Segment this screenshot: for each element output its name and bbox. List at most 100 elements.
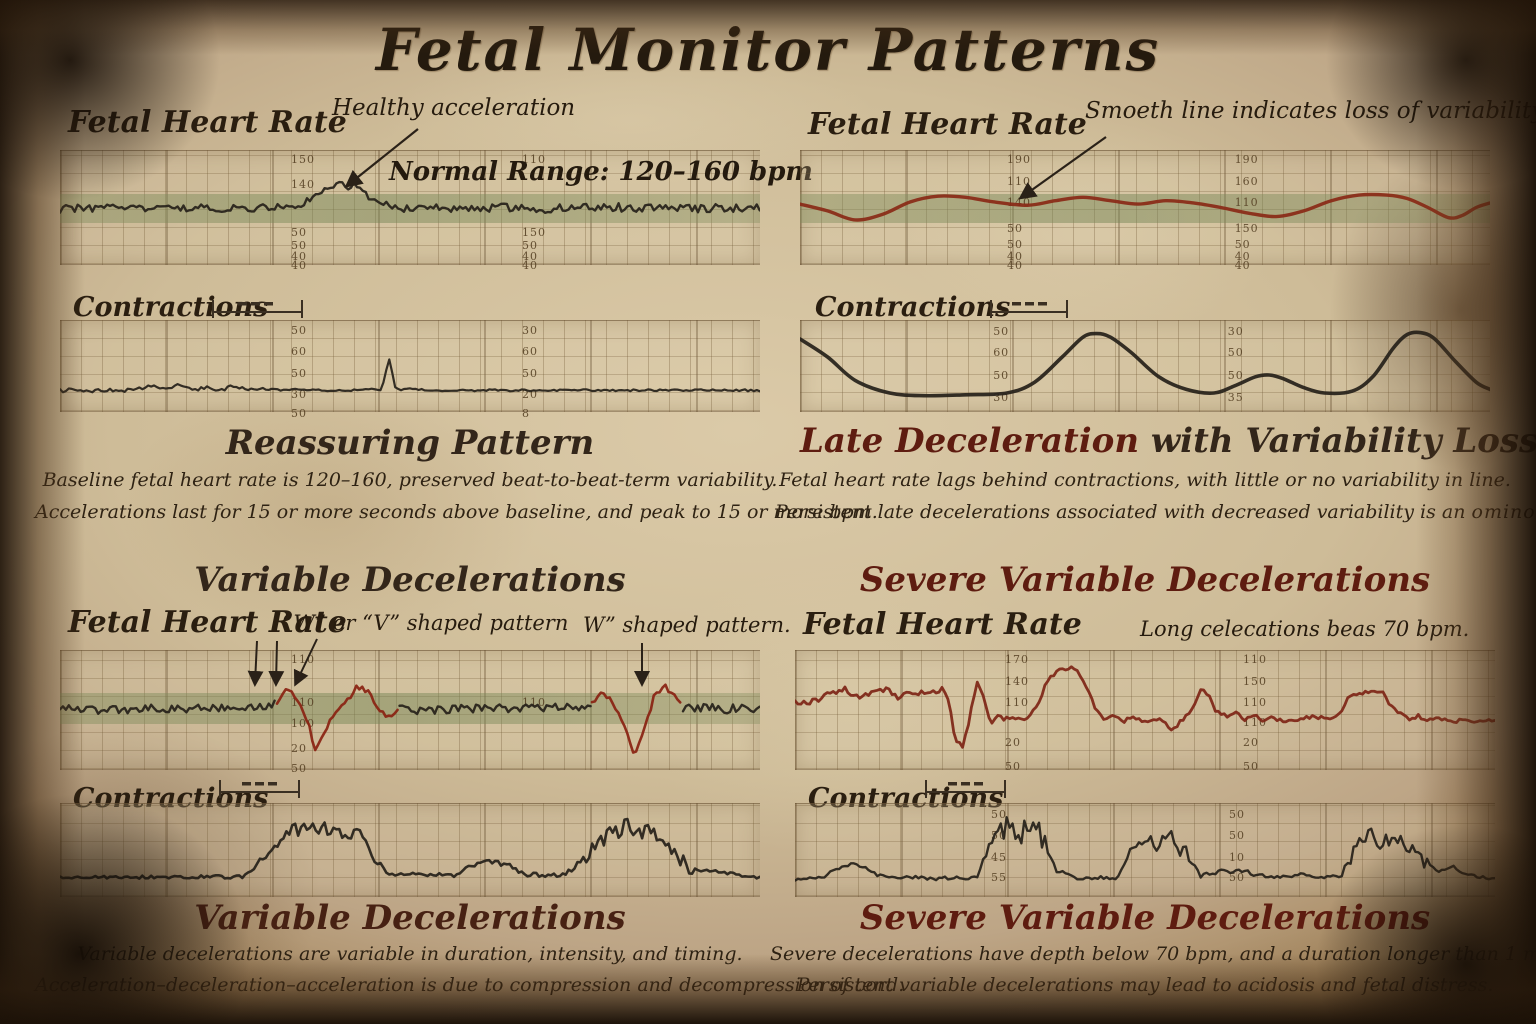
axis-tick-label: 40: [522, 259, 538, 273]
axis-tick-label: 50: [1243, 759, 1259, 773]
description-emphasis: ominous pattern.: [1471, 501, 1536, 523]
description-line: Accelerations last for 15 or more second…: [35, 501, 878, 523]
contractions-chart-late-decel: 50 60 50 30 30 50 50 35: [800, 320, 1490, 412]
fhr-chart-late-decel: 190 110 140 50 50 40 40 190 160 110 150 50 40 40: [800, 150, 1490, 272]
axis-tick-label: 50: [291, 366, 307, 380]
fhr-label: Fetal Heart Rate: [808, 107, 1087, 142]
description-line: Persistent variable decelerations may le…: [770, 974, 1520, 996]
axis-tick-label: 40: [1234, 259, 1251, 273]
axis-tick-label: 50: [1007, 238, 1023, 251]
quadrant-reassuring: Fetal Heart Rate Healthy acceleration No…: [35, 95, 878, 540]
fhr-label: Fetal Heart Rate: [803, 607, 1082, 642]
description-text: Persistent variable decelerations may le…: [796, 974, 1494, 996]
axis-tick-label: 190: [1234, 153, 1259, 167]
section-heading: Severe Variable Decelerations: [859, 560, 1431, 600]
axis-tick-label: 45: [991, 850, 1007, 864]
axis-tick-label: 40: [1234, 250, 1251, 264]
axis-tick-label: 100: [291, 717, 315, 731]
fhr-chart-variable-decel: 110 110 100 20 50 110: [60, 650, 760, 775]
axis-tick-label: 60: [993, 346, 1010, 360]
axis-tick-label: 50: [291, 761, 307, 775]
axis-tick-label: 170: [1005, 653, 1029, 667]
normal-range-note: Normal Range: 120–160 bpm: [389, 156, 813, 187]
axis-tick-label: 50: [291, 323, 307, 337]
contractions-label: Contractions: [815, 292, 1011, 323]
contractions-label: Contractions: [73, 292, 269, 323]
axis-tick-label: 150: [522, 225, 546, 239]
axis-tick-label: 60: [522, 345, 538, 359]
axis-tick-label: 55: [991, 871, 1007, 885]
axis-tick-label: 50: [1227, 346, 1244, 360]
axis-tick-label: 50: [291, 239, 307, 253]
scale-bar-icon: [219, 780, 300, 798]
axis-tick-label: 20: [291, 741, 307, 755]
axis-tick-label: 50: [1007, 222, 1023, 236]
axis-tick-label: 30: [522, 323, 538, 337]
heading-text: Severe Variable Decelerations: [859, 898, 1431, 938]
annotation-arrows: [247, 638, 318, 687]
description-text: Accelerations last for 15 or more second…: [35, 501, 878, 523]
axis-tick-label: 10: [1229, 850, 1245, 864]
description-text: Persistent late decelerations associated…: [775, 501, 1472, 523]
axis-tick-label: 20: [1005, 735, 1021, 749]
annotation-smooth-line: Smoeth line indicates loss of variabilit…: [1085, 98, 1536, 124]
axis-tick-label: 110: [522, 153, 546, 167]
heading-text: Reassuring Pattern: [225, 423, 595, 463]
fhr-label: Fetal Heart Rate: [68, 605, 347, 640]
axis-tick-label: 110: [1243, 653, 1267, 667]
axis-tick-label: 150: [291, 153, 315, 167]
axis-tick-label: 140: [1005, 674, 1029, 688]
axis-tick-label: 20: [1243, 735, 1259, 749]
description-line: Severe decelerations have depth below 70…: [770, 943, 1536, 965]
annotation-arrow: [1018, 136, 1107, 200]
contractions-label: Contractions: [808, 783, 1004, 814]
contractions-chart-variable-decel: [60, 803, 760, 897]
axis-tick-label: 50: [993, 368, 1010, 382]
axis-tick-label: 150: [1243, 674, 1267, 688]
description-line: Fetal heart rate lags behind contraction…: [779, 469, 1511, 491]
axis-tick-label: 50: [1005, 759, 1021, 773]
axis-tick-label: 110: [1234, 196, 1259, 210]
description-line: Variable decelerations are variable in d…: [77, 943, 743, 965]
axis-tick-label: 40: [291, 259, 307, 273]
fhr-chart-severe-variable: 170 140 110 20 50 110 150 110 110 20 50: [795, 650, 1495, 773]
axis-tick-label: 50: [522, 239, 538, 253]
axis-tick-label: 40: [1007, 259, 1023, 273]
annotation-arrow: [344, 128, 419, 188]
axis-tick-label: 50: [1229, 871, 1245, 885]
axis-tick-label: 30: [1227, 324, 1244, 338]
description-line: Acceleration–deceleration–acceleration i…: [35, 974, 904, 996]
axis-tick-label: 50: [1229, 807, 1245, 821]
axis-tick-label: 50: [993, 324, 1010, 338]
axis-tick-label: 140: [291, 178, 315, 192]
axis-tick-label: 110: [1005, 695, 1029, 709]
annotation-arrow: [634, 643, 650, 687]
heading-text: Variable Decelerations: [194, 898, 626, 938]
axis-tick-label: 50: [522, 366, 538, 380]
axis-tick-label: 60: [291, 345, 307, 359]
description-line: Baseline fetal heart rate is 120–160, pr…: [42, 469, 778, 491]
pattern-heading: Late Deceleration with Variability Loss: [800, 421, 1536, 461]
axis-tick-label: 190: [1007, 153, 1031, 167]
annotation-healthy-acceleration: Healthy acceleration: [332, 95, 576, 121]
contractions-chart-severe-variable: 50 50 45 55 50 50 10 50: [795, 803, 1495, 897]
axis-tick-label: 50: [291, 225, 307, 239]
annotation-w-pattern: W” shaped pattern.: [583, 613, 791, 637]
quadrant-late-deceleration: Fetal Heart Rate Smoeth line indicates l…: [775, 95, 1536, 540]
axis-tick-label: 50: [1229, 828, 1245, 842]
quadrant-variable-decelerations: Variable Decelerations Fetal Heart Rate …: [35, 555, 904, 1020]
axis-tick-label: 50: [1227, 368, 1244, 382]
description-line: Persistent late decelerations associated…: [775, 501, 1536, 523]
axis-tick-label: 35: [1227, 391, 1244, 405]
axis-tick-label: 50: [291, 406, 307, 420]
contractions-chart-reassuring: 50 60 50 30 50 30 60 50 20 8: [60, 320, 760, 420]
pattern-heading: Reassuring Pattern: [60, 423, 760, 463]
axis-tick-label: 8: [522, 406, 530, 420]
axis-tick-label: 50: [1234, 238, 1251, 251]
annotation-w-v-pattern: “W” or “V” shaped pattern: [282, 611, 569, 635]
heading-text-2: with Variability Loss: [1139, 421, 1536, 461]
fhr-label: Fetal Heart Rate: [68, 105, 347, 140]
pattern-heading: Variable Decelerations: [60, 898, 760, 938]
heading-text: Late Deceleration: [800, 421, 1140, 461]
